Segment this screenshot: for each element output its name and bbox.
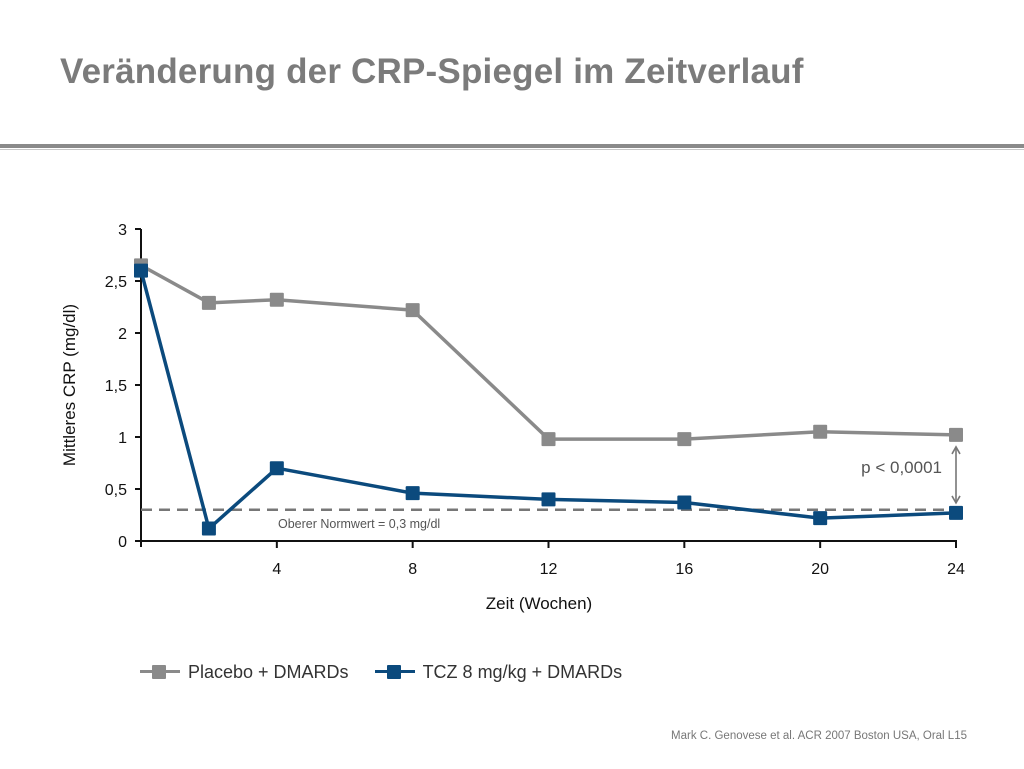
y-tick-label: 2 [118,326,127,343]
x-axis-title: Zeit (Wochen) [486,594,592,613]
x-tick-label: 20 [811,561,829,578]
data-point-1 [134,263,148,278]
x-tick-label: 8 [408,561,417,578]
y-tick-label: 0 [118,534,127,551]
legend-item-placebo: Placebo + DMARDs [140,660,349,684]
slide-title: Veränderung der CRP-Spiegel im Zeitverla… [60,52,804,91]
x-tick-label: 24 [947,561,965,578]
data-point-0 [949,427,963,442]
legend-item-tcz: TCZ 8 mg/kg + DMARDs [374,660,623,684]
data-point-1 [677,495,692,510]
y-tick-label: 0,5 [105,482,127,499]
legend-label-placebo: Placebo + DMARDs [188,661,349,682]
title-divider-thin [0,149,1024,150]
annotation-group: p < 0,0001 [861,445,961,505]
data-point-0 [541,432,556,447]
data-point-0 [201,295,216,310]
legend-swatch-tcz [374,660,415,684]
x-tick-label: 12 [540,561,558,578]
x-tick-label: 16 [675,561,693,578]
series-line-1 [139,270,957,531]
y-tick-label: 3 [118,222,127,239]
reference-line-group: Oberer Normwert = 0,3 mg/dl [141,508,956,531]
axes: 0 0,5 1 1,5 2 2,5 3 4 8 12 16 20 24 [105,222,965,578]
data-point-0 [269,292,284,307]
data-point-0 [405,303,420,318]
data-point-1 [201,521,216,536]
y-axis-title: Mittleres CRP (mg/dl) [60,304,79,466]
x-tick-label: 4 [272,561,281,578]
legend: Placebo + DMARDs TCZ 8 mg/kg + DMARDs [140,660,648,684]
data-point-1 [269,461,284,476]
legend-swatch-placebo [140,660,180,684]
series-group [134,258,963,536]
significance-label: p < 0,0001 [861,458,942,477]
reference-line-label: Oberer Normwert = 0,3 mg/dl [278,517,440,531]
title-divider [0,144,1024,148]
data-point-1 [949,505,963,520]
y-tick-label: 1 [118,430,127,447]
y-tick-label: 2,5 [105,274,127,291]
y-tick-label: 1,5 [105,378,127,395]
series-line-0 [140,263,957,441]
data-point-1 [813,511,828,526]
significance-arrow-head-bottom [951,495,961,505]
legend-label-tcz: TCZ 8 mg/kg + DMARDs [422,661,623,682]
data-point-0 [677,432,692,447]
source-citation: Mark C. Genovese et al. ACR 2007 Boston … [671,730,967,742]
data-point-1 [405,486,420,501]
data-point-1 [541,492,556,507]
significance-arrow-head-top [951,445,961,455]
data-point-0 [813,424,828,439]
